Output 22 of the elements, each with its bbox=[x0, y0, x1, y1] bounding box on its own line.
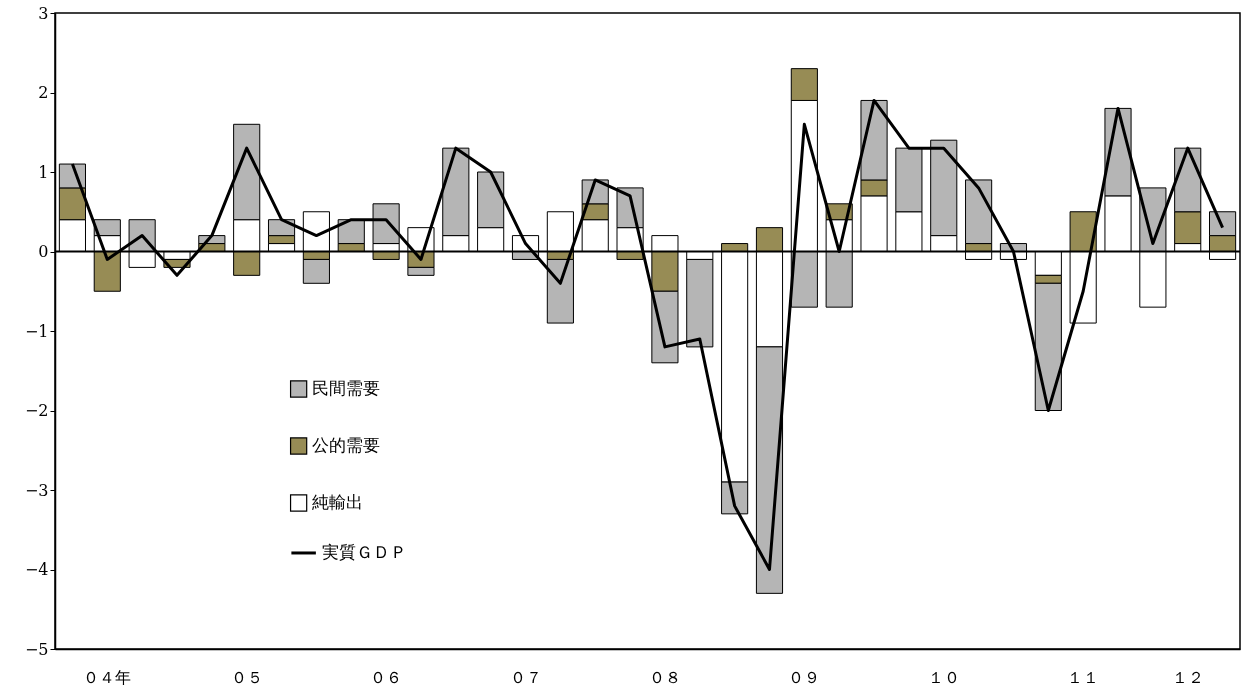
y-tick-label: 3 bbox=[38, 3, 49, 23]
x-tick-label: ０７ bbox=[509, 667, 542, 687]
y-tick-label: −5 bbox=[24, 639, 49, 659]
x-tick-label: ０６ bbox=[370, 667, 403, 687]
x-tick-label: ０５ bbox=[230, 667, 263, 687]
x-tick-label: ０８ bbox=[648, 667, 681, 687]
y-tick-label: 2 bbox=[38, 83, 49, 102]
legend-label: 純輸出 bbox=[311, 491, 363, 512]
x-tick-label: １２ bbox=[1171, 667, 1204, 687]
y-tick-label: −3 bbox=[24, 480, 49, 500]
y-tick-label: 0 bbox=[38, 242, 49, 261]
x-tick-label: ０４年 bbox=[83, 667, 132, 687]
x-tick-label: ０９ bbox=[788, 667, 821, 687]
legend-label: 実質ＧＤＰ bbox=[321, 541, 407, 562]
legend-label: 民間需要 bbox=[311, 377, 380, 398]
y-tick-label: −2 bbox=[24, 401, 49, 420]
x-tick-label: １０ bbox=[927, 667, 960, 687]
y-tick-label: 1 bbox=[38, 162, 49, 182]
legend-label: 公的需要 bbox=[311, 434, 380, 455]
y-tick-label: −4 bbox=[24, 560, 49, 579]
y-tick-label: −1 bbox=[24, 321, 49, 341]
x-tick-label: １１ bbox=[1067, 667, 1100, 687]
